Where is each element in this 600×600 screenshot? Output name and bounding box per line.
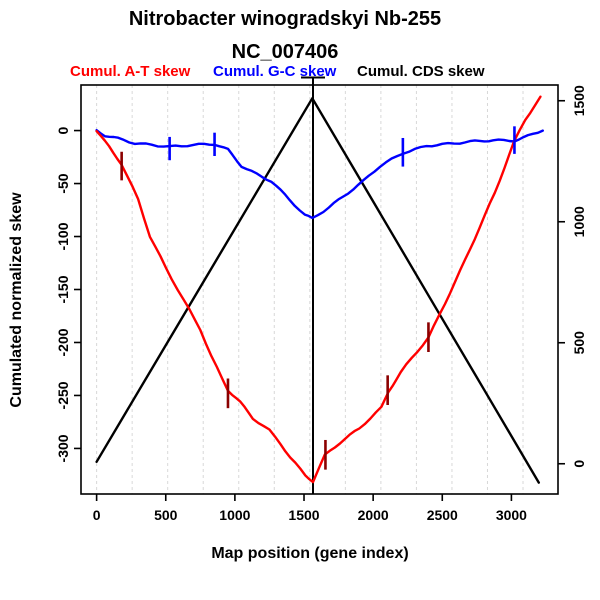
chart-subtitle: NC_007406 xyxy=(231,41,339,63)
y-left-tick-label: -250 xyxy=(55,381,71,409)
y-left-tick-label: -100 xyxy=(55,222,71,250)
chart-title: Nitrobacter winogradskyi Nb-255 xyxy=(128,8,442,30)
y-left-tick-label: -150 xyxy=(55,275,71,303)
x-axis-tick-label: 0 xyxy=(93,507,101,523)
legend-gc-skew: Cumul. G-C skew xyxy=(213,63,337,80)
y-right-tick-label: 0 xyxy=(571,460,587,468)
plot-border xyxy=(80,84,559,495)
y-left-tick-label: -200 xyxy=(55,328,71,356)
y-left-tick-label: -50 xyxy=(55,173,71,193)
legend-cds-skew: Cumul. CDS skew xyxy=(357,63,485,80)
series-cumul-a-t-skew xyxy=(95,95,542,484)
legend-at-skew: Cumul. A-T skew xyxy=(70,63,191,80)
x-axis-title: Map position (gene index) xyxy=(211,545,409,562)
y-left-tick-label: -300 xyxy=(55,434,71,462)
y-axis-title: Cumulated normalized skew xyxy=(8,192,25,408)
y-left-tick-label: 0 xyxy=(55,126,71,134)
x-axis-tick-label: 2000 xyxy=(358,507,389,523)
series-cumul-cds-skew xyxy=(95,97,540,484)
x-axis-tick-label: 2500 xyxy=(427,507,458,523)
y-right-tick-label: 1500 xyxy=(571,85,587,116)
x-axis-tick-label: 500 xyxy=(154,507,178,523)
y-right-tick-label: 1000 xyxy=(571,206,587,237)
y-right-tick-label: 500 xyxy=(571,331,587,355)
series-cumul-g-c-skew xyxy=(95,128,544,220)
x-axis-tick-label: 1000 xyxy=(219,507,250,523)
x-axis-tick-label: 1500 xyxy=(288,507,319,523)
x-axis-tick-label: 3000 xyxy=(496,507,527,523)
